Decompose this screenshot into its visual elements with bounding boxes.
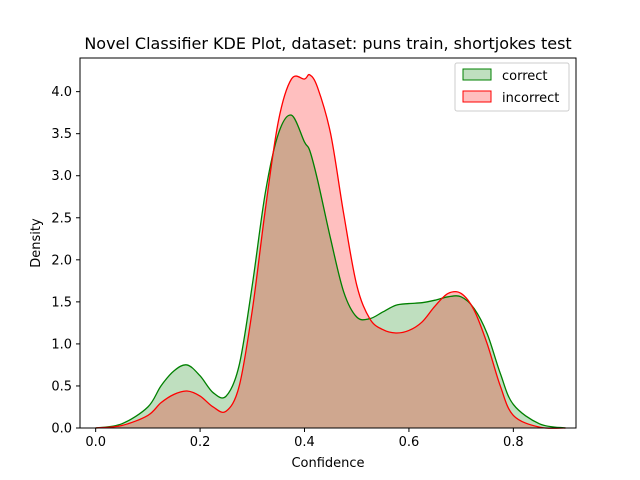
x-axis-ticks: 0.0 0.2 0.4 0.6 0.8 (85, 428, 524, 450)
chart-title: Novel Classifier KDE Plot, dataset: puns… (84, 34, 571, 53)
x-tick-label: 0.4 (294, 435, 315, 450)
density-lines (95, 73, 566, 429)
plot-frame (79, 57, 577, 429)
x-tick-label: 0.2 (190, 435, 211, 450)
x-tick-label: 0.8 (503, 435, 524, 450)
y-tick-label: 4.0 (51, 85, 72, 100)
y-axis-ticks: 0.0 0.5 1.0 1.5 2.0 2.5 3.0 3.5 4.0 (51, 85, 80, 437)
y-tick-label: 0.5 (51, 379, 72, 394)
legend: correct incorrect (454, 62, 570, 112)
y-tick-label: 2.5 (51, 211, 72, 226)
y-tick-label: 1.5 (51, 295, 72, 310)
y-tick-label: 3.0 (51, 169, 72, 184)
area-correct (95, 115, 566, 428)
y-tick-label: 0.0 (51, 422, 72, 437)
x-axis-label: Confidence (291, 456, 364, 471)
legend-swatch-incorrect (462, 90, 492, 103)
y-axis-label: Density (29, 218, 44, 268)
y-tick-label: 2.0 (51, 253, 72, 268)
y-tick-label: 1.0 (51, 337, 72, 352)
legend-box (454, 62, 570, 112)
area-incorrect (95, 74, 566, 429)
legend-label-correct: correct (502, 69, 548, 84)
x-tick-label: 0.0 (85, 435, 106, 450)
density-areas (95, 74, 566, 429)
line-incorrect (95, 73, 566, 429)
x-tick-label: 0.6 (399, 435, 420, 450)
y-tick-label: 3.5 (51, 127, 72, 142)
line-correct (95, 114, 566, 429)
legend-swatch-correct (462, 68, 492, 81)
legend-label-incorrect: incorrect (502, 91, 559, 106)
